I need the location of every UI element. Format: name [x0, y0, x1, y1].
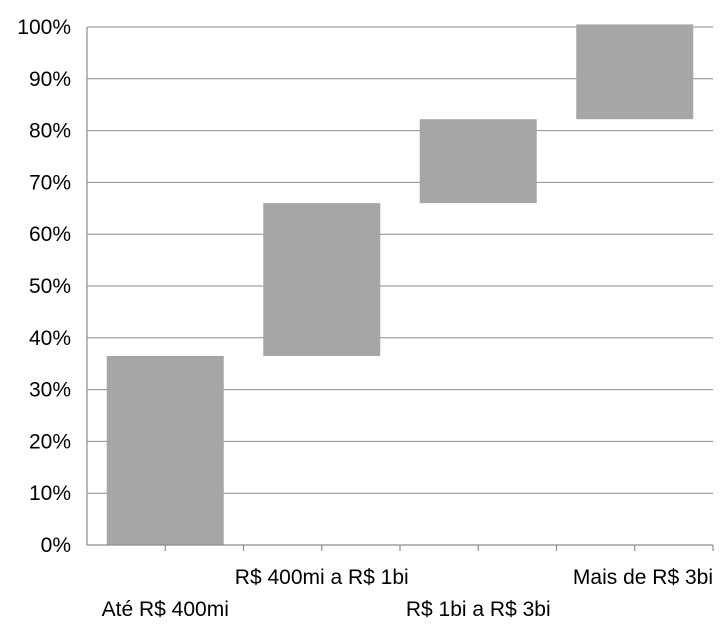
x-axis-category-labels: Até R$ 400mi R$ 400mi a R$ 1bi R$ 1bi a R$…: [102, 566, 713, 621]
y-tick-label: 70%: [29, 171, 71, 194]
y-tick-label: 10%: [29, 482, 71, 505]
y-axis-tick-labels: 0% 10% 20% 30% 40% 50% 60% 70% 80% 90% 100%: [17, 16, 71, 557]
bar: [419, 119, 537, 204]
y-tick-label: 40%: [29, 327, 71, 350]
y-tick-label: 20%: [29, 430, 71, 453]
x-category-label: Mais de R$ 3bi: [573, 566, 713, 589]
y-tick-label: 50%: [29, 275, 71, 298]
y-tick-label: 30%: [29, 379, 71, 402]
y-tick-label: 90%: [29, 68, 71, 91]
bar: [576, 24, 694, 120]
x-category-label: R$ 400mi a R$ 1bi: [235, 566, 409, 589]
bar: [263, 203, 381, 356]
x-category-label: Até R$ 400mi: [102, 598, 229, 621]
y-tick-label: 100%: [17, 16, 71, 39]
bar: [106, 355, 224, 545]
bars: [106, 24, 694, 545]
x-category-label: R$ 1bi a R$ 3bi: [406, 598, 551, 621]
axes: [86, 27, 714, 551]
y-tick-label: 80%: [29, 120, 71, 143]
y-tick-label: 60%: [29, 223, 71, 246]
y-tick-label: 0%: [41, 534, 71, 557]
